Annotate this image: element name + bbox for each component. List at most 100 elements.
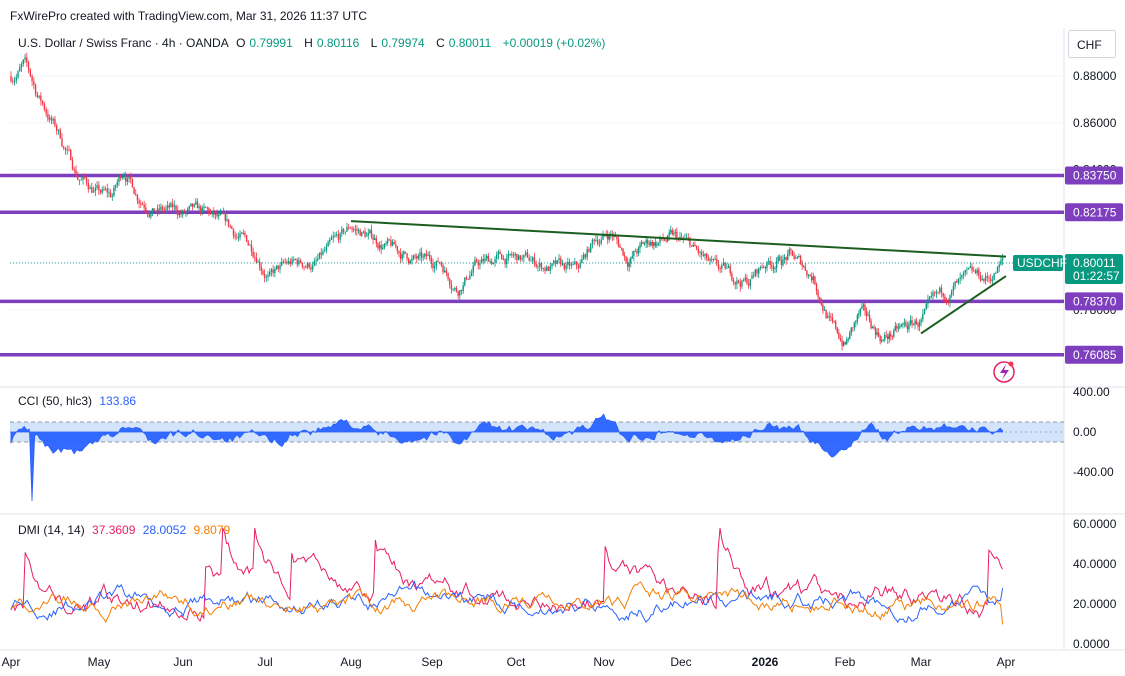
candle-body [348,227,350,228]
candle-body [103,189,105,191]
candle-body [971,266,973,271]
level-price-tag [1065,203,1123,222]
candle-body [396,246,399,252]
candle-body [99,190,102,193]
candle-body [561,263,564,265]
candle-body [45,109,47,114]
candle-body [364,231,366,237]
candle-body [547,266,550,271]
candle-body [523,254,525,258]
candle-body [440,262,443,266]
candle-body [151,208,154,215]
candle-body [623,255,626,257]
candle-body [143,204,145,208]
cci-label: CCI (50, hlc3) [18,394,93,408]
candle-body [981,278,983,281]
candle-body [334,235,336,237]
candle-body [186,209,189,212]
candle-body [82,176,84,180]
candle-body [663,239,666,241]
candle-body [600,239,602,244]
candle-body [814,276,816,285]
candle-body [485,255,488,259]
candle-body [967,267,970,270]
high-label: H [304,36,313,50]
candle-body [168,205,171,208]
candle-body [888,333,890,339]
cci-legend: CCI (50, hlc3) 133.86 [18,394,140,408]
candle-body [279,265,281,270]
candle-body [974,270,977,274]
time-tick-label: Sep [421,655,443,669]
candle-body [165,208,167,210]
candle-body [22,59,24,64]
candle-body [416,256,418,259]
candle-body [549,266,551,271]
candle-body [430,258,433,264]
candle-body [211,211,213,214]
candle-body [838,332,840,339]
candle-body [252,251,254,257]
candle-body [853,322,856,328]
candle-body [825,310,827,318]
candle-body [59,129,61,139]
candle-body [847,339,849,340]
candle-body [509,253,511,255]
candle-body [783,257,786,260]
candle-body [70,149,72,161]
candle-body [619,245,621,248]
candle-body [464,277,466,286]
candle-body [942,292,944,297]
price-candles [10,52,1064,351]
candle-body [216,213,218,217]
candle-body [554,260,557,264]
candle-body [229,225,231,227]
candle-body [729,266,731,274]
candle-body [96,185,98,189]
candle-body [654,242,657,246]
candle-body [862,304,865,307]
candle-body [673,232,675,235]
countdown-label: 01:22:57 [1073,269,1120,283]
candle-body [537,266,539,268]
instrument-label: U.S. Dollar / Swiss Franc · 4h · OANDA [18,36,229,50]
candle-body [209,213,212,214]
candle-body [277,265,280,270]
candle-body [407,258,410,264]
candle-body [722,262,725,266]
dmi-pane: 60.0000 40.0000 20.0000 0.0000 [10,517,1117,651]
candle-body [947,302,949,304]
candle-body [124,175,127,182]
candle-body [357,229,360,231]
candle-body [927,299,929,304]
candle-body [719,267,721,269]
candle-body [653,242,655,246]
candle-body [940,287,943,293]
candle-body [846,339,848,344]
candle-body [880,340,883,342]
candle-body [704,253,706,257]
candle-body [742,280,745,282]
candle-body [270,269,273,273]
candle-body [155,211,157,213]
candle-body [180,213,182,215]
candle-body [690,245,693,247]
candle-body [582,254,585,260]
candle-body [399,252,402,259]
candle-body [771,265,773,267]
candle-body [479,263,481,266]
candle-body [417,255,420,259]
price-tick-label: 0.86000 [1073,116,1117,130]
candle-body [744,277,746,281]
candle-body [563,263,566,270]
candle-body [909,320,912,324]
candle-body [61,138,63,147]
candle-body [777,256,779,262]
candle-body [679,236,681,239]
trendlines [350,220,1007,335]
candle-body [395,244,397,247]
candle-body [570,264,573,266]
candle-body [807,274,810,276]
currency-button[interactable]: CHF [1068,30,1116,58]
